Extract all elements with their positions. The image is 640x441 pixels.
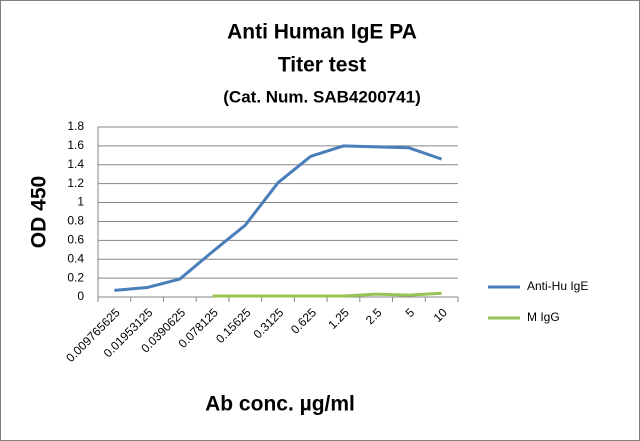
- y-tick-label: 1: [77, 195, 84, 209]
- y-tick-label: 0.2: [67, 270, 84, 284]
- series-line: [114, 144, 443, 292]
- legend-label: M IgG: [527, 310, 560, 324]
- chart-title: (Cat. Num. SAB4200741): [223, 87, 420, 106]
- series-line: [212, 291, 442, 298]
- x-axis-label: Ab conc. µg/ml: [205, 393, 355, 416]
- y-tick-label: 1.8: [67, 119, 84, 133]
- y-tick-label: 0.8: [67, 214, 84, 228]
- legend-label: Anti-Hu IgE: [527, 279, 588, 293]
- chart-title: Titer test: [278, 54, 366, 77]
- y-tick-label: 0.6: [67, 233, 84, 247]
- chart-title: Anti Human IgE PA: [227, 21, 417, 44]
- y-tick-label: 0.4: [67, 251, 84, 265]
- y-tick-label: 1.6: [67, 138, 84, 152]
- y-tick-label: 0: [77, 289, 84, 303]
- y-tick-label: 1.2: [67, 176, 84, 190]
- y-axis-label: OD 450: [28, 176, 51, 248]
- y-tick-label: 1.4: [67, 157, 84, 171]
